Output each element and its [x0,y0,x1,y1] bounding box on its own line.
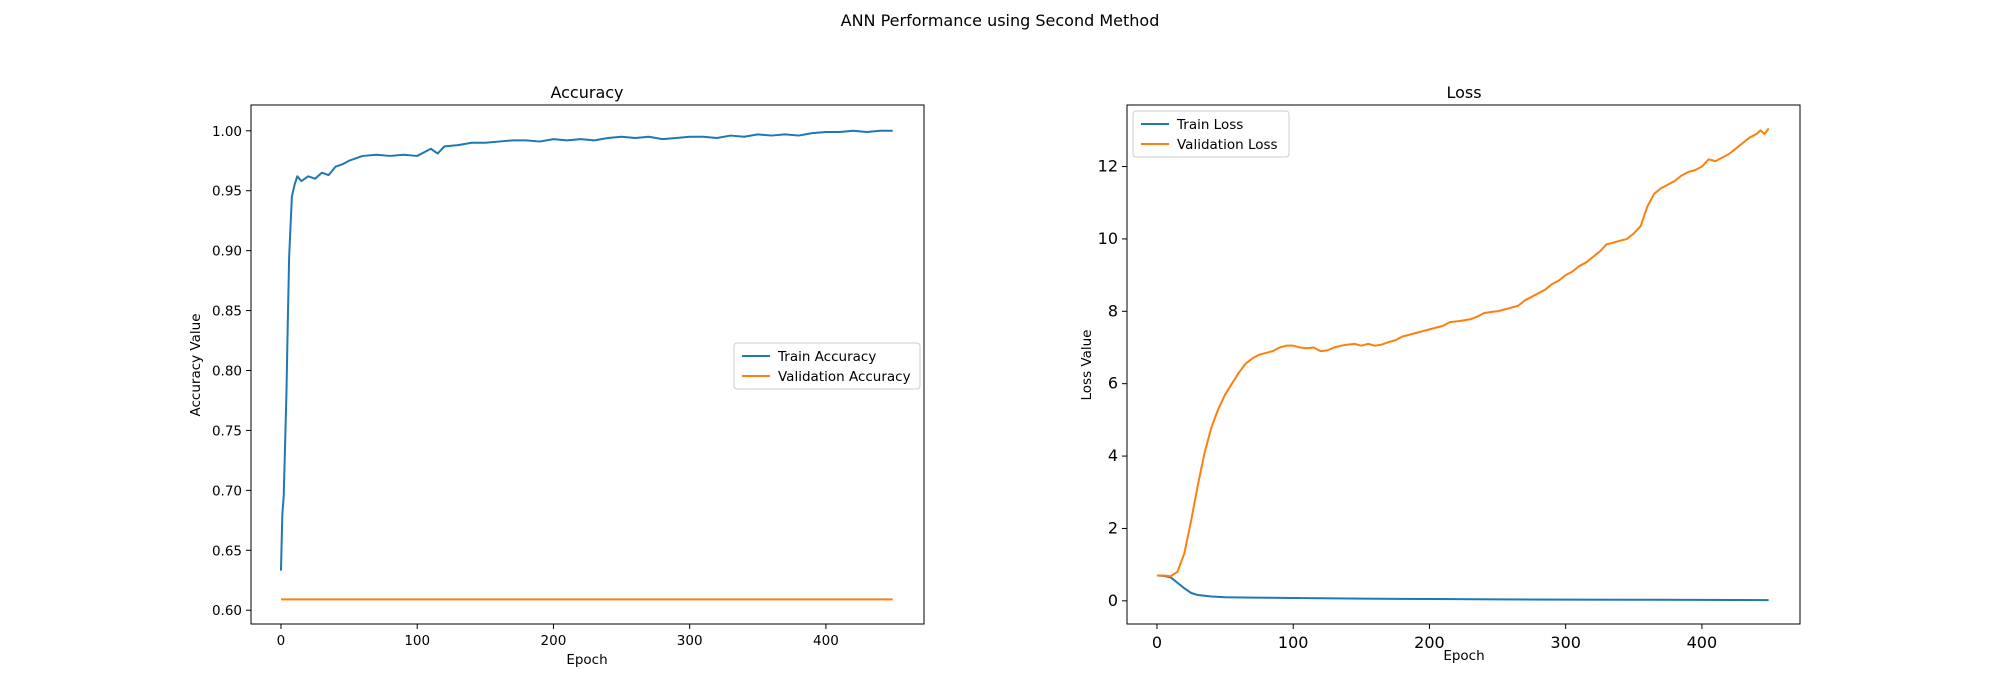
loss-xtick-label: 300 [1550,633,1581,652]
loss-title: Loss [1446,83,1481,102]
loss-xtick-label: 100 [1278,633,1309,652]
loss-ytick-label: 4 [1108,446,1118,465]
accuracy-xtick-label: 100 [404,633,430,649]
accuracy-series-train-accuracy [279,129,893,571]
loss-ytick-label: 6 [1108,374,1118,393]
figure-suptitle: ANN Performance using Second Method [841,11,1160,30]
loss-ylabel: Loss Value [1079,330,1095,401]
accuracy-legend-box [733,342,921,390]
accuracy-ytick-label: 0.85 [212,304,242,320]
loss-ytick-label: 10 [1098,229,1118,248]
accuracy-xtick-label: 0 [277,633,286,649]
loss-xlabel: Epoch [1443,648,1484,664]
loss-series-train-loss [1156,574,1769,602]
accuracy-legend-label: Validation Accuracy [778,369,911,385]
loss-xtick-label: 400 [1687,633,1718,652]
accuracy-legend: Train Accuracy Validation Accuracy [733,342,921,390]
loss-legend-label: Validation Loss [1177,137,1278,153]
loss-ytick-label: 8 [1108,301,1118,320]
loss-ytick-label: 12 [1098,157,1118,176]
loss-legend: Train Loss Validation Loss [1132,110,1290,158]
loss-xtick-label: 0 [1152,633,1162,652]
loss-legend-label: Train Loss [1176,117,1243,133]
accuracy-xtick-label: 400 [813,633,839,649]
accuracy-xlabel: Epoch [566,652,607,668]
accuracy-legend-label: Train Accuracy [777,349,876,365]
accuracy-ytick-label: 0.80 [212,363,242,379]
accuracy-ytick-label: 0.60 [212,603,242,619]
accuracy-ytick-label: 0.65 [212,543,242,559]
accuracy-frame [250,104,925,625]
accuracy-title: Accuracy [550,83,623,102]
loss-xtick-label: 200 [1414,633,1445,652]
accuracy-ytick-label: 0.90 [212,244,242,260]
accuracy-ytick-label: 0.75 [212,423,242,439]
accuracy-ytick-label: 1.00 [212,124,242,140]
accuracy-ytick-label: 0.95 [212,184,242,200]
loss-ytick-label: 0 [1108,591,1118,610]
loss-axes: Loss Epoch Loss Value 0 100 200 300 400 0 2 4 6 8… [1079,83,1801,664]
accuracy-xtick-label: 300 [677,633,703,649]
accuracy-ytick-label: 0.70 [212,483,242,499]
accuracy-ylabel: Accuracy Value [188,314,204,417]
loss-legend-box [1132,110,1290,158]
accuracy-xtick-label: 200 [541,633,567,649]
loss-frame [1126,104,1801,625]
loss-ytick-label: 2 [1108,518,1118,537]
accuracy-axes: Accuracy Epoch Accuracy Value 0 100 200 300… [188,83,925,668]
loss-series-validation-loss [1156,127,1770,578]
